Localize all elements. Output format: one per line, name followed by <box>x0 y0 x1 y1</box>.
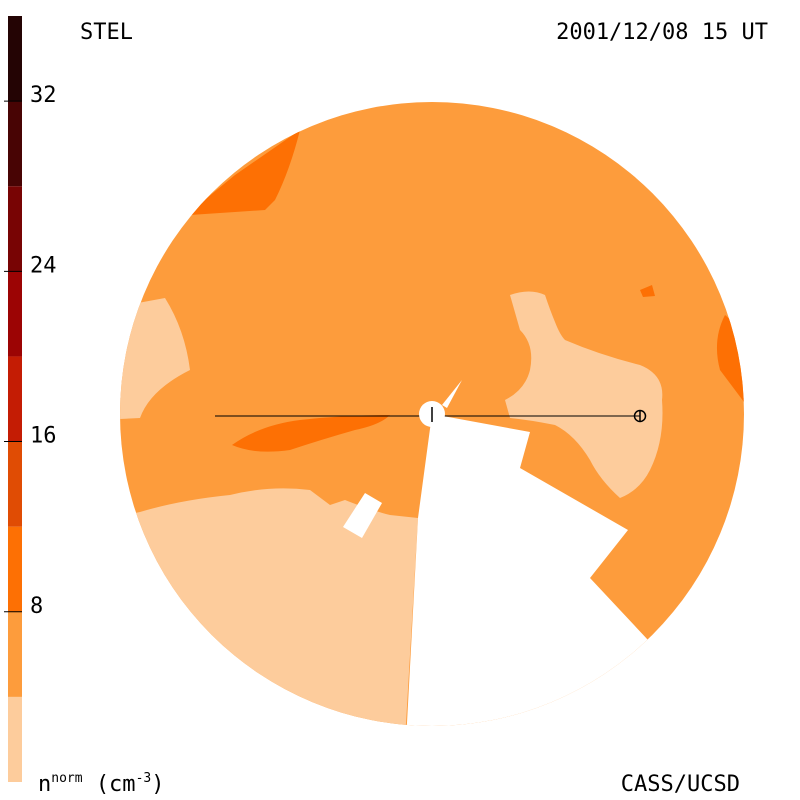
low-density-region-east <box>505 291 663 498</box>
high-density-region-northwest <box>180 130 300 220</box>
colorbar-band-1 <box>8 611 22 697</box>
colorbar-band-6 <box>8 186 22 272</box>
colorbar-tick-label-32: 32 <box>30 83 57 108</box>
density-disk <box>120 102 744 726</box>
colorbar-band-5 <box>8 271 22 357</box>
colorbar-band-4 <box>8 356 22 442</box>
colorbar-tick-label-24: 24 <box>30 253 57 278</box>
high-density-region-small <box>640 285 655 297</box>
colorbar-tick-label-8: 8 <box>30 594 43 619</box>
low-density-region-southwest <box>120 488 418 726</box>
colorbar-band-7 <box>8 101 22 187</box>
colorbar-band-2 <box>8 526 22 612</box>
institution-label: CASS/UCSD <box>620 772 740 797</box>
colorbar-ticks: 8 16 24 32 <box>4 83 57 619</box>
colorbar <box>8 16 22 782</box>
instrument-label: STEL <box>80 20 133 45</box>
datetime-label: 2001/12/08 15 UT <box>556 20 768 45</box>
colorbar-unit-label: nnorm (cm-3) <box>38 771 165 797</box>
missing-data-notch <box>343 493 382 538</box>
high-density-region-inner <box>232 415 390 452</box>
colorbar-band-8 <box>8 16 22 102</box>
missing-data-sliver <box>442 380 462 408</box>
colorbar-tick-label-16: 16 <box>30 424 57 449</box>
colorbar-band-3 <box>8 441 22 527</box>
colorbar-band-0 <box>8 696 22 782</box>
